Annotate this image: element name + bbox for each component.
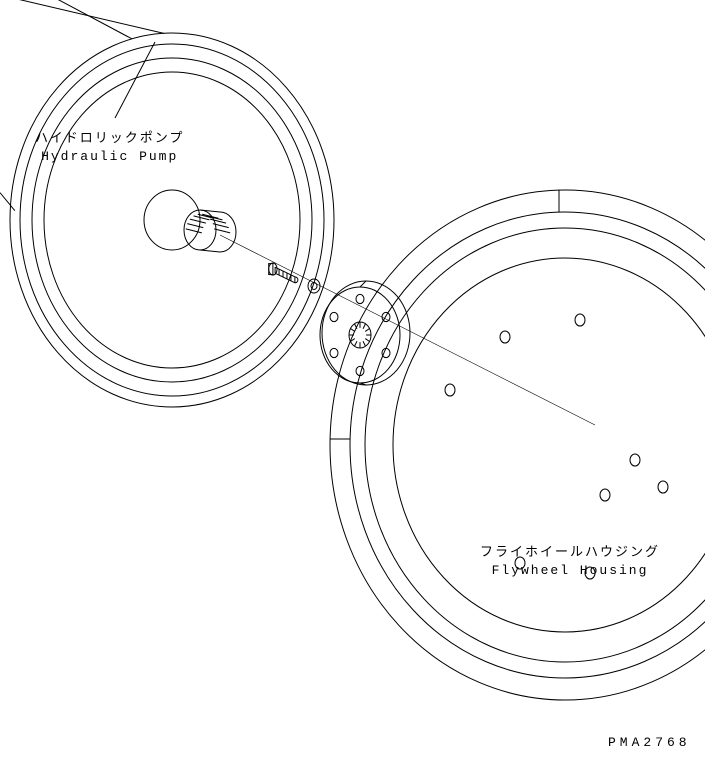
flywheel-housing-label-en: Flywheel Housing (480, 562, 660, 580)
flywheel-housing (330, 190, 713, 700)
coupling-flange (320, 281, 410, 385)
hydraulic-pump (0, 0, 334, 407)
drawing-id: PMA2768 (608, 735, 691, 750)
exploded-view-diagram (0, 0, 713, 758)
hydraulic-pump-label-jp: ハイドロリックポンプ (35, 131, 184, 146)
flywheel-housing-label: フライホイールハウジング Flywheel Housing (480, 544, 660, 580)
washer (308, 279, 320, 293)
pump-output-shaft (184, 210, 236, 252)
hydraulic-pump-label-en: Hydraulic Pump (35, 148, 184, 166)
flywheel-housing-label-jp: フライホイールハウジング (480, 545, 660, 560)
hydraulic-pump-label: ハイドロリックポンプ Hydraulic Pump (35, 130, 184, 166)
